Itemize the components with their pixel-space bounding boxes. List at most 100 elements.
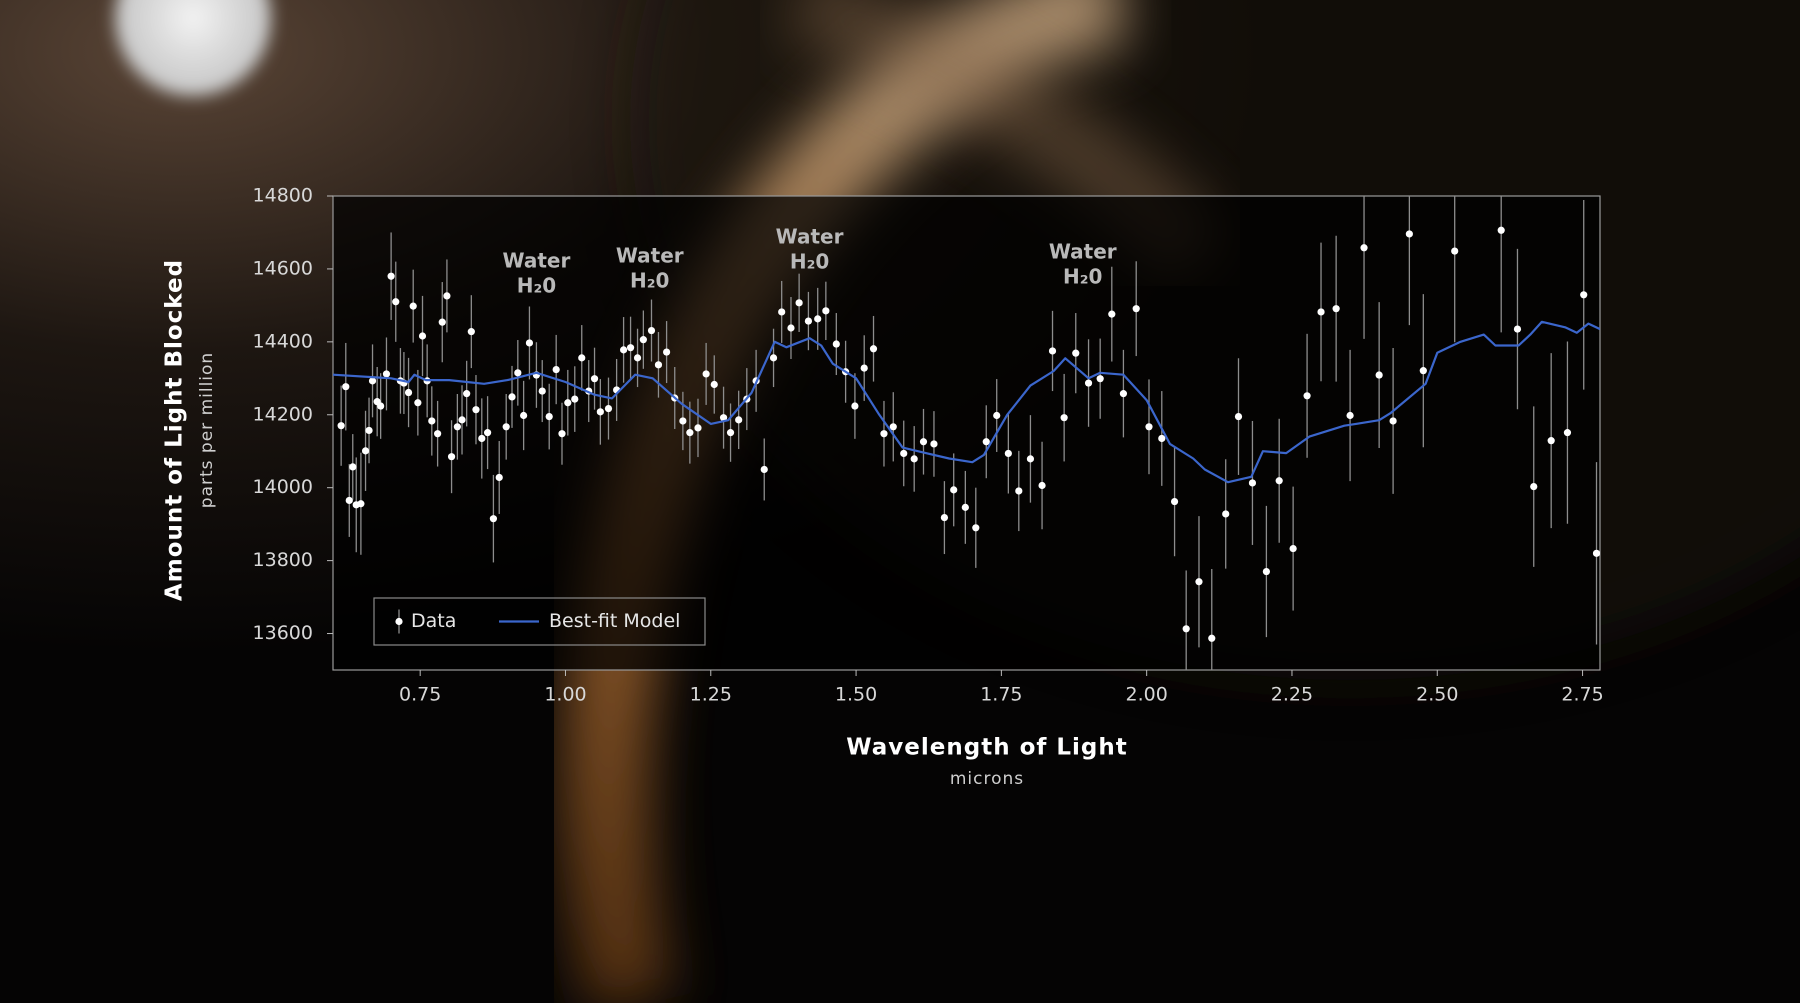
annotation-label: Water: [1049, 240, 1117, 264]
data-point: [463, 390, 471, 398]
data-point: [418, 332, 427, 340]
annotation-formula: H₂0: [1063, 265, 1102, 289]
data-point: [930, 440, 938, 448]
data-point: [337, 422, 345, 430]
data-point: [950, 486, 958, 494]
data-point: [1195, 578, 1203, 586]
data-point: [880, 430, 888, 438]
y-axis-title: Amount of Light Blocked: [162, 259, 188, 601]
data-point: [1084, 379, 1093, 387]
data-point: [647, 326, 656, 335]
data-point: [1222, 510, 1230, 518]
data-point: [787, 324, 795, 332]
data-point: [1248, 479, 1257, 487]
data-point: [1108, 310, 1116, 318]
annotation-label: Water: [616, 244, 684, 268]
data-point: [822, 307, 830, 315]
data-point: [1530, 482, 1538, 491]
data-point: [478, 434, 486, 443]
data-point: [1346, 411, 1354, 420]
data-point: [889, 423, 897, 431]
data-point: [357, 500, 365, 508]
data-point: [365, 426, 373, 435]
data-point: [694, 424, 702, 432]
data-point: [596, 408, 604, 416]
data-point: [1119, 390, 1128, 398]
data-point: [447, 453, 456, 461]
data-point: [428, 417, 436, 425]
data-point: [1332, 305, 1340, 313]
data-point: [769, 354, 778, 362]
data-point: [472, 406, 480, 414]
data-point: [1132, 305, 1140, 313]
data-point: [345, 496, 353, 505]
data-point: [1563, 429, 1572, 437]
data-point: [719, 414, 728, 422]
data-point: [639, 336, 647, 344]
data-point: [590, 375, 599, 383]
y-tick-label: 14400: [253, 330, 313, 352]
data-point: [1015, 487, 1023, 495]
data-point: [514, 369, 522, 377]
data-point: [900, 449, 908, 458]
model-line: [333, 320, 1600, 484]
data-point: [382, 370, 391, 378]
data-point: [1170, 497, 1179, 506]
data-point: [702, 370, 710, 378]
data-point: [508, 393, 516, 401]
data-point: [832, 340, 840, 348]
data-point: [626, 344, 635, 352]
data-point: [458, 416, 466, 424]
data-point: [1303, 392, 1311, 400]
data-point: [1389, 417, 1397, 425]
star: [105, 0, 281, 106]
x-axis-title: Wavelength of Light: [846, 735, 1128, 761]
x-axis-unit: microns: [950, 769, 1024, 789]
data-point: [604, 404, 613, 413]
data-point: [1497, 226, 1505, 234]
data-point: [860, 364, 868, 372]
annotation-label: Water: [502, 249, 570, 273]
data-point: [1547, 437, 1555, 445]
data-point: [1375, 371, 1383, 379]
y-tick-label: 13600: [253, 622, 313, 644]
data-point: [1262, 567, 1270, 576]
annotation-label: Water: [776, 225, 844, 249]
data-point: [619, 346, 628, 354]
data-point: [1060, 414, 1068, 422]
data-point: [1317, 308, 1325, 316]
data-point: [726, 429, 735, 437]
data-point: [578, 354, 586, 362]
data-point: [438, 318, 446, 326]
data-point: [361, 447, 370, 455]
data-point: [443, 292, 451, 300]
data-point: [377, 402, 385, 410]
data-point: [434, 430, 442, 438]
data-point: [1072, 349, 1080, 357]
legend-box: [373, 597, 706, 646]
data-point: [1026, 455, 1035, 463]
data-point: [1419, 367, 1427, 375]
data-point: [869, 345, 878, 353]
data-point: [1158, 434, 1166, 443]
data-point: [679, 417, 687, 425]
data-point: [633, 354, 642, 362]
x-tick-label: 1.50: [835, 684, 877, 706]
data-point: [982, 438, 990, 446]
data-point: [368, 377, 377, 385]
legend: Data Best-fit Model: [373, 597, 706, 646]
data-point: [1405, 230, 1413, 238]
x-tick-label: 2.75: [1561, 684, 1603, 706]
data-point: [571, 395, 579, 403]
data-point: [663, 348, 671, 356]
data-point: [1275, 477, 1283, 485]
data-point: [1182, 625, 1190, 633]
data-point: [1145, 423, 1153, 431]
data-point: [1513, 325, 1522, 333]
data-point: [760, 465, 768, 474]
data-point: [993, 411, 1001, 420]
data-point: [1004, 449, 1012, 458]
data-point: [525, 339, 534, 347]
data-point: [735, 416, 743, 424]
x-tick-label: 2.50: [1416, 684, 1458, 706]
